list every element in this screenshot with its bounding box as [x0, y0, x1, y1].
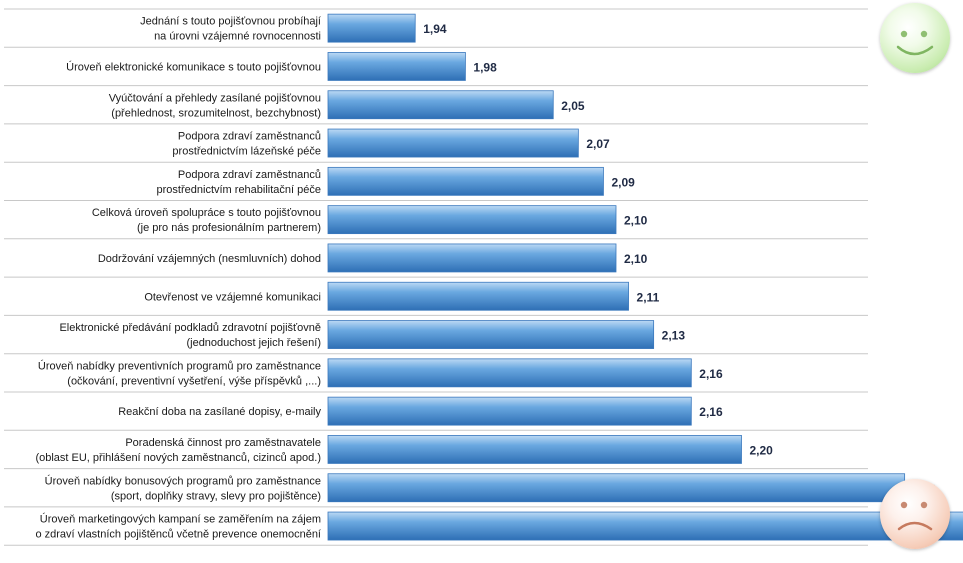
bar	[327, 435, 742, 464]
category-label-line: Dodržování vzájemných (nesmluvních) doho…	[98, 253, 321, 265]
category-label: Otevřenost ve vzájemné komunikaci	[144, 291, 321, 303]
value-label: 2,11	[637, 290, 660, 304]
bar	[327, 396, 692, 426]
category-label: Elektronické předávání podkladů zdravotn…	[59, 322, 321, 349]
bar	[327, 166, 604, 196]
category-label-line: (je pro nás profesionálním partnerem)	[137, 222, 321, 234]
category-label-line: Otevřenost ve vzájemné komunikaci	[144, 291, 321, 303]
value-label: 1,94	[423, 22, 447, 36]
value-label: 2,16	[699, 367, 723, 381]
category-label: Celková úroveň spolupráce s touto pojišť…	[92, 207, 321, 234]
bar	[327, 205, 617, 235]
category-label-line: o zdraví vlastních pojištěnců včetně pre…	[35, 529, 321, 541]
category-label-line: Poradenská činnost pro zaměstnavatele	[125, 437, 321, 449]
category-label-line: prostřednictvím rehabilitační péče	[157, 184, 321, 196]
category-label-line: Vyúčtování a přehledy zasílané pojišťovn…	[109, 92, 321, 104]
category-label-line: na úrovni vzájemné rovnocennosti	[154, 31, 321, 43]
category-label-line: Celková úroveň spolupráce s touto pojišť…	[92, 207, 321, 219]
value-label: 2,20	[750, 443, 774, 457]
category-label-line: Reakční doba na zasílané dopisy, e-maily	[118, 406, 321, 418]
category-label-line: Elektronické předávání podkladů zdravotn…	[59, 322, 321, 334]
category-label-line: (sport, doplňky stravy, slevy pro pojišt…	[111, 490, 321, 502]
category-labels: Jednání s touto pojišťovnou probíhají na …	[35, 16, 321, 541]
category-label: Reakční doba na zasílané dopisy, e-maily	[118, 406, 321, 418]
category-label-line: Jednání s touto pojišťovnou probíhají	[140, 16, 321, 28]
category-label: Podpora zdraví zaměstnanců prostřednictví…	[172, 131, 321, 158]
frowning-face-icon	[880, 479, 950, 549]
bar	[327, 511, 963, 541]
category-label-line: prostřednictvím lázeňské péče	[172, 146, 321, 158]
category-label-line: (jednoduchost jejich řešení)	[186, 337, 321, 349]
category-label-line: Úroveň nabídky preventivních programů pr…	[38, 359, 321, 372]
category-label-line: Úroveň elektronické komunikace s touto p…	[66, 60, 321, 73]
category-label-line: Podpora zdraví zaměstnanců	[178, 131, 321, 143]
value-label: 2,09	[611, 175, 635, 189]
value-label: 2,05	[561, 99, 585, 113]
value-label: 2,10	[624, 214, 648, 228]
category-label-line: (oblast EU, přihlášení nových zaměstnanc…	[35, 452, 321, 464]
bar	[327, 281, 629, 311]
category-label: Úroveň marketingových kampaní se zaměřen…	[35, 513, 321, 541]
category-label: Úroveň nabídky preventivních programů pr…	[38, 359, 321, 387]
category-label: Dodržování vzájemných (nesmluvních) doho…	[98, 253, 321, 265]
bar	[327, 52, 466, 81]
value-label: 2,16	[699, 405, 723, 419]
value-label: 2,07	[586, 137, 610, 151]
bar	[327, 128, 579, 158]
value-label: 2,13	[662, 329, 686, 343]
category-label-line: (očkování, preventivní vyšetření, výše p…	[67, 375, 321, 387]
bar	[327, 90, 554, 120]
category-label: Poradenská činnost pro zaměstnavatele (ob…	[35, 437, 321, 464]
category-label-line: Úroveň nabídky bonusových programů pro z…	[45, 474, 321, 487]
category-label: Vyúčtování a přehledy zasílané pojišťovn…	[109, 92, 321, 119]
category-label: Jednání s touto pojišťovnou probíhají na …	[140, 16, 321, 43]
category-label-line: Podpora zdraví zaměstnanců	[178, 169, 321, 181]
category-label: Podpora zdraví zaměstnanců prostřednictví…	[157, 169, 321, 196]
bars	[327, 13, 963, 541]
category-label-line: (přehlednost, srozumitelnost, bezchybnos…	[111, 107, 321, 119]
category-label: Úroveň elektronické komunikace s touto p…	[66, 60, 321, 73]
value-label: 1,98	[473, 60, 497, 74]
bar	[327, 243, 617, 273]
category-label-line: Úroveň marketingových kampaní se zaměřen…	[40, 513, 321, 526]
bar	[327, 473, 906, 503]
bar	[327, 13, 416, 43]
value-label: 2,10	[624, 252, 648, 266]
bar	[327, 320, 655, 349]
category-label: Úroveň nabídky bonusových programů pro z…	[45, 474, 321, 502]
smiley-face-icon	[880, 3, 950, 73]
bar	[327, 358, 692, 388]
row-separators	[4, 8, 868, 546]
